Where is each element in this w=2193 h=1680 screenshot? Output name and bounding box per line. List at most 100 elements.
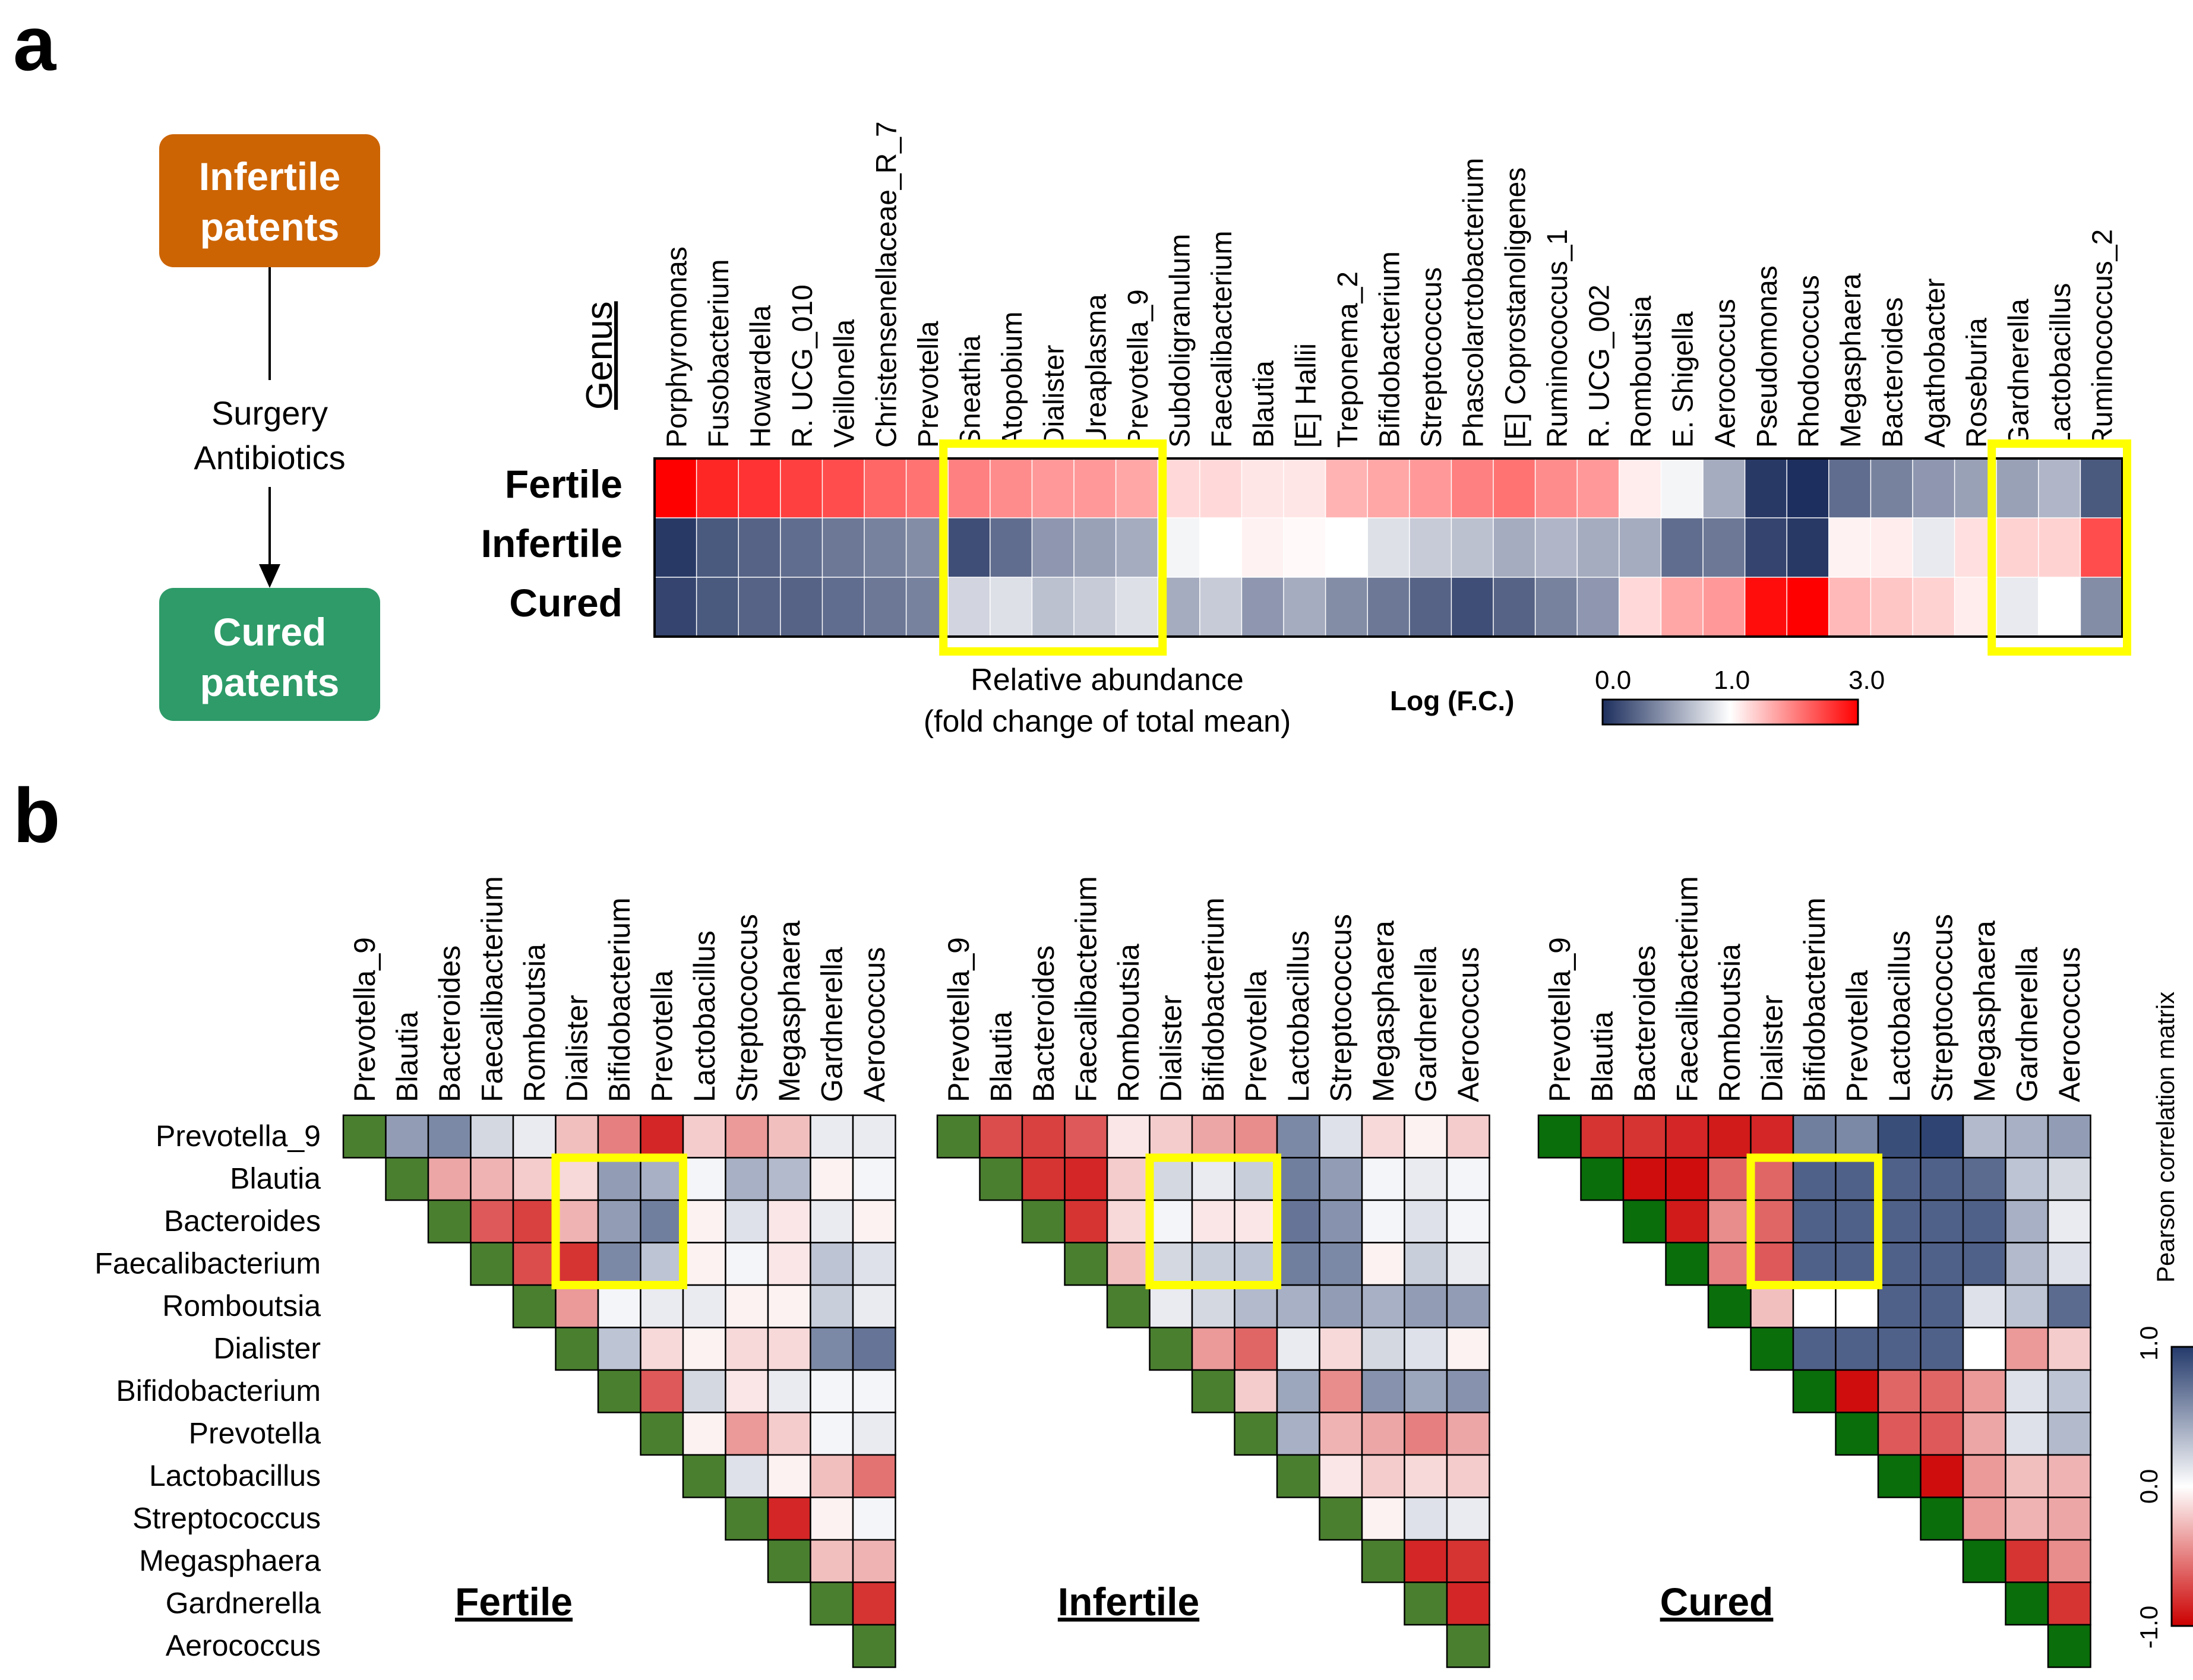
infertile-cell-faecalibacterium-lactobacillus (1276, 1242, 1320, 1286)
cured-cell-faecalibacterium-bifidobacterium (1792, 1242, 1837, 1286)
abundance-cell-cured-prevotella-9 (1115, 577, 1159, 638)
correlation-colorbar-tick-mid: 0.0 (2135, 1469, 2163, 1504)
cured-cell-blautia-dialister (1750, 1157, 1794, 1201)
abundance-cell-cured-faecalibacterium (1199, 577, 1243, 638)
genus-label-prevotella: Prevotella (913, 321, 944, 448)
abundance-colorbar-tick-1: 1.0 (1714, 666, 1750, 695)
cured-cell-lactobacillus-aerococcus (2047, 1454, 2091, 1498)
abundance-highlight-box-1 (939, 439, 1167, 656)
cured-cell-faecalibacterium-prevotella (1835, 1242, 1879, 1286)
flow-diagram: Infertile patents Surgery Antibiotics Cu… (159, 134, 380, 721)
correlation-row-label-romboutsia: Romboutsia (162, 1289, 321, 1323)
cured-cell-bacteroides-bifidobacterium (1792, 1199, 1837, 1244)
cured-cell-aerococcus-aerococcus (2047, 1624, 2091, 1668)
abundance-cell-fertile-ruminococcus-2 (2080, 458, 2124, 519)
cured-cell-bacteroides-streptococcus (1920, 1199, 1964, 1244)
cured-col-label-megasphaera: Megasphaera (1968, 920, 2001, 1102)
cured-cell-blautia-prevotella (1835, 1157, 1879, 1201)
abundance-cell-cured-ruminococcus-2 (2080, 577, 2124, 638)
cured-cell-blautia-blautia (1580, 1157, 1625, 1201)
fertile-cell-faecalibacterium-romboutsia (512, 1242, 557, 1286)
genus-label-veillonella: Veillonella (829, 319, 861, 448)
infertile-cell-prevotella-9-faecalibacterium (1064, 1114, 1108, 1159)
infertile-cell-megasphaera-gardnerella (1404, 1539, 1448, 1583)
abundance-cell-fertile-fusobacterium (696, 458, 740, 519)
abundance-cell-cured-e-coprostanoligenes (1493, 577, 1536, 638)
fertile-cell-dialister-aerococcus (852, 1327, 896, 1371)
abundance-cell-fertile-dialister (1031, 458, 1075, 519)
infertile-cell-dialister-bifidobacterium (1191, 1327, 1235, 1371)
abundance-cell-fertile-ruminococcus-1 (1534, 458, 1578, 519)
correlation-row-label-gardnerella: Gardnerella (166, 1587, 321, 1620)
fertile-cell-romboutsia-aerococcus (852, 1284, 896, 1328)
fertile-cell-prevotella-megasphaera (767, 1412, 811, 1456)
fertile-cell-streptococcus-aerococcus (852, 1497, 896, 1541)
genus-label-e-shigella: E. Shigella (1668, 311, 1699, 448)
infertile-col-label-bifidobacterium: Bifidobacterium (1197, 897, 1230, 1102)
infertile-patients-label-1: Infertile (199, 154, 340, 198)
fertile-cell-prevotella-9-streptococcus (725, 1114, 769, 1159)
fertile-cell-bacteroides-gardnerella (810, 1199, 854, 1244)
infertile-col-label-bacteroides: Bacteroides (1027, 945, 1060, 1102)
infertile-cell-bacteroides-aerococcus (1446, 1199, 1490, 1244)
fertile-highlight-box (551, 1153, 687, 1289)
infertile-cell-dialister-lactobacillus (1276, 1327, 1320, 1371)
cured-patients-label-1: Cured (213, 610, 327, 654)
abundance-cell-infertile-streptococcus (1409, 517, 1452, 578)
abundance-cell-infertile-e-coprostanoligenes (1493, 517, 1536, 578)
cured-col-label-gardnerella: Gardnerella (2010, 947, 2043, 1102)
fertile-cell-lactobacillus-gardnerella (810, 1454, 854, 1498)
infertile-cell-romboutsia-gardnerella (1404, 1284, 1448, 1328)
abundance-cell-infertile-e-shigella (1660, 517, 1704, 578)
fertile-cell-blautia-prevotella (640, 1157, 684, 1201)
genus-label-lactobacillus: Lactobacillus (2045, 283, 2077, 448)
infertile-cell-bifidobacterium-bifidobacterium (1191, 1369, 1235, 1413)
treatment-label-antibiotics: Antibiotics (194, 439, 345, 476)
abundance-cell-infertile-romboutsia (1619, 517, 1662, 578)
genus-label-r-ucg-002: R. UCG_002 (1584, 284, 1616, 448)
abundance-cell-cured-e-hallii (1283, 577, 1326, 638)
infertile-cell-streptococcus-megasphaera (1361, 1497, 1405, 1541)
genus-label-faecalibacterium: Faecalibacterium (1206, 231, 1238, 448)
fertile-cell-prevotella-9-bifidobacterium (597, 1114, 642, 1159)
abundance-cell-fertile-bifidobacterium (1367, 458, 1411, 519)
cured-cell-romboutsia-gardnerella (2005, 1284, 2049, 1328)
abundance-cell-cured-howardella (738, 577, 782, 638)
cured-cell-romboutsia-aerococcus (2047, 1284, 2091, 1328)
infertile-cell-prevotella-prevotella (1234, 1412, 1278, 1456)
cured-cell-prevotella-9-prevotella (1835, 1114, 1879, 1159)
cured-cell-romboutsia-dialister (1750, 1284, 1794, 1328)
cured-col-label-bacteroides: Bacteroides (1628, 945, 1661, 1102)
fertile-cell-gardnerella-gardnerella (810, 1581, 854, 1626)
infertile-col-label-blautia: Blautia (984, 1011, 1017, 1102)
fertile-cell-bacteroides-romboutsia (512, 1199, 557, 1244)
genus-label-rhodococcus: Rhodococcus (1794, 275, 1825, 448)
fertile-cell-dialister-streptococcus (725, 1327, 769, 1371)
fertile-col-label-aerococcus: Aerococcus (858, 947, 891, 1102)
cured-cell-blautia-faecalibacterium (1665, 1157, 1709, 1201)
fertile-cell-blautia-bacteroides (427, 1157, 472, 1201)
genus-label-agathobacter: Agathobacter (1919, 278, 1951, 448)
infertile-cell-prevotella-9-lactobacillus (1276, 1114, 1320, 1159)
abundance-cell-cured-atopobium (990, 577, 1033, 638)
cured-cell-streptococcus-megasphaera (1962, 1497, 2006, 1541)
correlation-row-label-bacteroides: Bacteroides (164, 1204, 321, 1238)
flow-arrow-head (259, 564, 280, 588)
correlation-colorbar-gradient (2170, 1346, 2193, 1627)
infertile-col-label-gardnerella: Gardnerella (1409, 947, 1442, 1102)
cured-cell-dialister-bifidobacterium (1792, 1327, 1837, 1371)
fertile-col-label-bifidobacterium: Bifidobacterium (603, 897, 636, 1102)
infertile-cell-bacteroides-bacteroides (1021, 1199, 1066, 1244)
fertile-cell-romboutsia-prevotella (640, 1284, 684, 1328)
abundance-cell-cured-streptococcus (1409, 577, 1452, 638)
infertile-matrix-title: Infertile (1058, 1580, 1199, 1624)
cured-highlight-box (1746, 1153, 1882, 1289)
genus-label-atopobium: Atopobium (997, 312, 1028, 448)
abundance-cell-fertile-bacteroides (1870, 458, 1914, 519)
infertile-cell-bacteroides-dialister (1149, 1199, 1193, 1244)
cured-cell-bifidobacterium-bifidobacterium (1792, 1369, 1837, 1413)
infertile-cell-blautia-bifidobacterium (1191, 1157, 1235, 1201)
infertile-cell-prevotella-lactobacillus (1276, 1412, 1320, 1456)
fertile-cell-streptococcus-gardnerella (810, 1497, 854, 1541)
fertile-col-label-gardnerella: Gardnerella (815, 947, 848, 1102)
